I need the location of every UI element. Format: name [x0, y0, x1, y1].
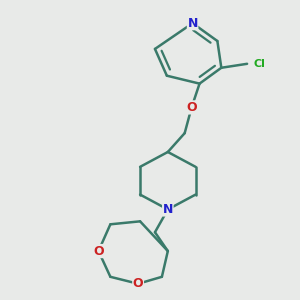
Text: O: O [186, 101, 197, 114]
Text: O: O [93, 244, 104, 258]
Text: O: O [133, 277, 143, 290]
Text: Cl: Cl [253, 59, 265, 69]
Text: N: N [188, 17, 198, 30]
Text: N: N [163, 203, 173, 216]
